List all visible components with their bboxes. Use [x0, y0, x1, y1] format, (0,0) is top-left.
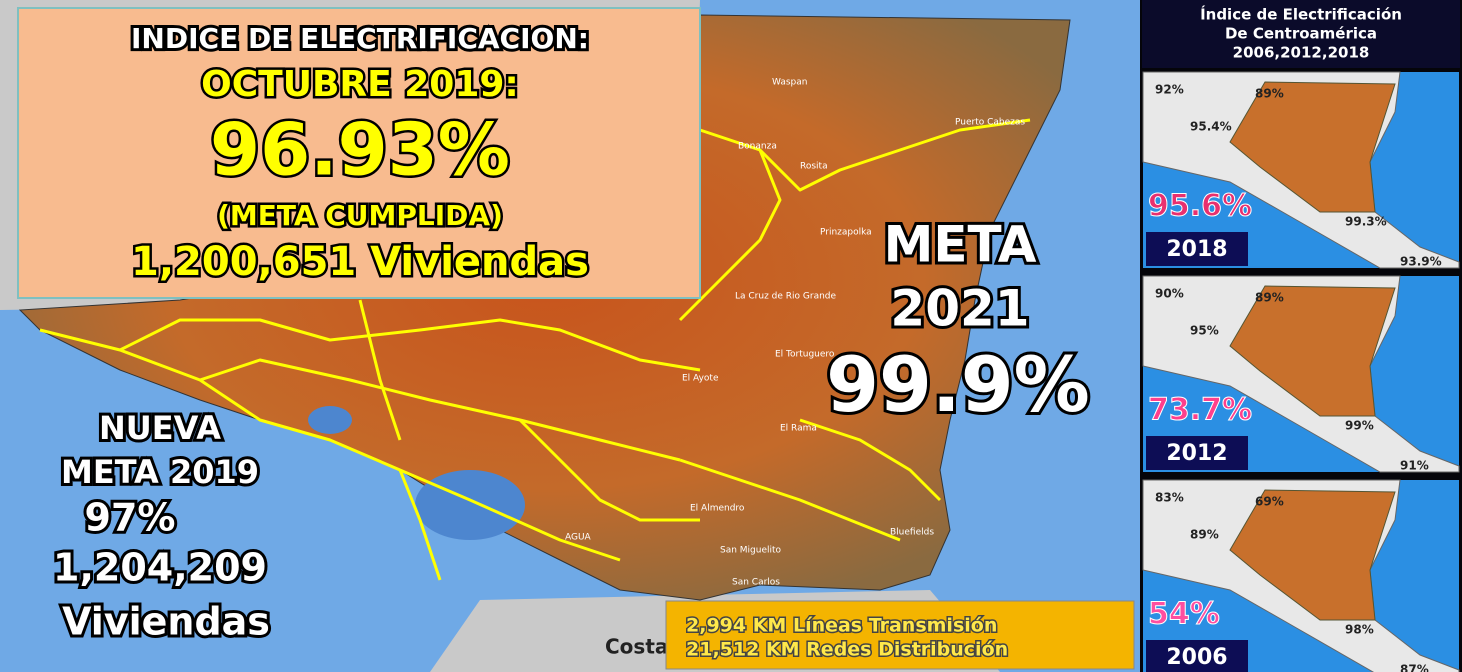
country-rate: 93.9% [1400, 255, 1442, 269]
map-label: Bluefields [890, 528, 934, 538]
map-label: Puerto Cabezas [955, 118, 1025, 128]
country-rate: 89% [1190, 528, 1219, 542]
network-line: 21,512 KM Redes Distribución [686, 639, 1008, 661]
map-label: Rosita [800, 162, 828, 172]
lake-nicaragua [415, 470, 525, 540]
map-label: El Rama [780, 424, 817, 434]
map-label: El Almendro [690, 504, 745, 514]
regional-title: Índice de Electrificación [1200, 5, 1402, 24]
country-rate: 99.3% [1345, 215, 1387, 229]
lake-managua [308, 406, 352, 434]
map-label: Prinzapolka [820, 228, 872, 238]
panel-year: 2018 [1166, 237, 1227, 262]
map-label: El Ayote [682, 374, 719, 384]
map-label: La Cruz de Rio Grande [735, 292, 837, 302]
regional-title: 2006,2012,2018 [1233, 44, 1370, 62]
country-rate: 99% [1345, 419, 1374, 433]
network-line: 2,994 KM Líneas Transmisión [686, 615, 997, 637]
new-goal-line: NUEVA [99, 409, 221, 447]
nicaragua-rate: 73.7% [1148, 393, 1252, 428]
country-rate: 89% [1255, 87, 1284, 101]
regional-title: De Centroamérica [1225, 25, 1377, 43]
country-rate: 87% [1400, 663, 1429, 672]
summary-status: (META CUMPLIDA) [217, 199, 503, 232]
map-label: Costa [605, 635, 668, 659]
country-rate: 98% [1345, 623, 1374, 637]
slide: Waspan Puerto Cabezas Bonanza Rosita Prinzap… [0, 0, 1462, 672]
new-goal-line: Viviendas [62, 600, 270, 644]
country-rate: 90% [1155, 287, 1184, 301]
goal-value: 99.9% [826, 340, 1090, 429]
map-label: Bonanza [738, 142, 777, 152]
map-label: AGUA [565, 533, 592, 543]
country-rate: 92% [1155, 83, 1184, 97]
summary-period: OCTUBRE 2019: [201, 64, 519, 105]
new-goal-line: 97% [85, 496, 176, 540]
country-rate: 83% [1155, 491, 1184, 505]
country-rate: 95% [1190, 324, 1219, 338]
goal-year: 2021 [890, 280, 1029, 338]
new-goal-line: META 2019 [61, 453, 259, 491]
new-goal-line: 1,204,209 [53, 546, 267, 590]
nicaragua-rate: 54% [1148, 597, 1220, 632]
country-rate: 91% [1400, 459, 1429, 473]
country-rate: 95.4% [1190, 120, 1232, 134]
map-label: Waspan [772, 78, 807, 88]
goal-label: META [884, 216, 1037, 274]
map-label: San Carlos [732, 578, 780, 588]
summary-value: 96.93% [210, 108, 510, 192]
summary-heading: INDICE DE ELECTRIFICACION: [131, 22, 589, 55]
nicaragua-rate: 95.6% [1148, 189, 1252, 224]
country-rate: 89% [1255, 291, 1284, 305]
panel-year: 2012 [1166, 441, 1227, 466]
summary-households: 1,200,651 Viviendas [131, 239, 589, 285]
country-rate: 69% [1255, 495, 1284, 509]
map-label: San Miguelito [720, 546, 782, 556]
panel-year: 2006 [1166, 645, 1227, 670]
